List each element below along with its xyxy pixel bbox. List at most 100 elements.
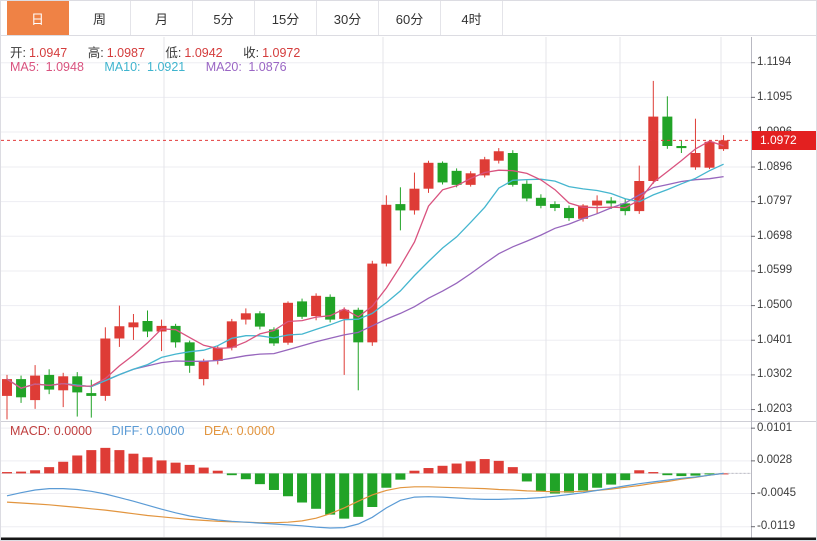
candle-up	[634, 181, 645, 212]
macd-bar-positive	[156, 460, 167, 474]
macd-bar-negative	[395, 473, 406, 480]
macd-bar-positive	[634, 470, 645, 474]
dea-value: 0.0000	[236, 424, 275, 438]
candle-down	[521, 183, 532, 199]
tab-15min[interactable]: 15分	[255, 1, 317, 35]
diff-label: DIFF:	[111, 424, 143, 438]
open-value: 1.0947	[28, 46, 68, 60]
macd-bar-positive	[493, 460, 504, 474]
macd-bar-negative	[662, 473, 673, 476]
ma-row: MA5: 1.0948 MA10: 1.0921 MA20: 1.0876	[10, 60, 304, 74]
macd-bar-positive	[2, 472, 12, 474]
timeframe-tabbar: 日周月 5分 15分 30分 60分 4时	[1, 1, 816, 36]
macd-bar-negative	[339, 473, 350, 519]
macd-header-row: MACD: 0.0000 DIFF: 0.0000 DEA: 0.0000	[10, 424, 291, 438]
macd-bar-positive	[198, 467, 209, 474]
macd-bar-negative	[690, 473, 701, 476]
ma10-line	[6, 163, 724, 389]
macd-bar-positive	[114, 450, 125, 474]
candle-down	[662, 116, 673, 146]
macd-bar-positive	[170, 462, 181, 474]
candle-up	[283, 302, 293, 343]
candle-up	[479, 159, 490, 176]
candle-down	[86, 393, 97, 396]
macd-bar-positive	[648, 472, 659, 474]
dea-label: DEA:	[203, 424, 234, 438]
candle-up	[381, 204, 392, 264]
candle-down	[676, 146, 687, 149]
candle-up	[648, 116, 659, 181]
high-label: 高:	[87, 46, 104, 60]
macd-bar-negative	[297, 473, 308, 503]
macd-bar-negative	[381, 473, 392, 488]
macd-bar-negative	[283, 473, 293, 497]
macd-label: MACD:	[10, 424, 51, 438]
candle-down	[170, 325, 181, 343]
macd-bar-positive	[465, 461, 476, 474]
candle-up	[30, 375, 41, 401]
candle-up	[423, 162, 434, 189]
macd-bar-negative	[676, 473, 687, 477]
candle-down	[451, 170, 462, 185]
macd-bar-positive	[184, 464, 195, 474]
macd-bar-negative	[620, 473, 631, 481]
candle-down	[353, 309, 364, 343]
candle-up	[718, 140, 729, 150]
candle-down	[507, 153, 518, 185]
candle-down	[44, 374, 55, 390]
low-value: 1.0942	[184, 46, 223, 60]
candle-up	[240, 313, 251, 320]
candle-down	[325, 296, 336, 320]
macd-bar-negative	[592, 473, 603, 488]
macd-bar-negative	[704, 473, 715, 475]
candle-up	[212, 347, 223, 361]
ma5-line	[6, 140, 724, 389]
candle-up	[493, 151, 504, 161]
macd-bar-negative	[564, 473, 574, 493]
ma10-value: 1.0921	[147, 60, 186, 74]
candle-down	[535, 197, 546, 206]
candle-up	[339, 309, 350, 319]
tab-week[interactable]: 周	[69, 1, 131, 35]
macd-bar-negative	[240, 473, 251, 480]
macd-bar-negative	[254, 473, 265, 485]
macd-bar-positive	[212, 470, 223, 474]
open-label: 开:	[10, 46, 26, 60]
diff-value: 0.0000	[146, 424, 185, 438]
candle-up	[100, 338, 111, 396]
ma20-label: MA20:	[205, 60, 242, 74]
macd-bar-positive	[128, 453, 139, 474]
candle-down	[437, 162, 448, 183]
candle-down	[549, 204, 560, 208]
tab-day[interactable]: 日	[7, 1, 69, 35]
candle-down	[72, 376, 83, 393]
macd-bar-positive	[86, 450, 97, 474]
tab-5min[interactable]: 5分	[193, 1, 255, 35]
candle-down	[254, 313, 265, 327]
macd-bar-negative	[226, 473, 237, 476]
macd-bar-negative	[311, 473, 322, 509]
macd-bar-negative	[549, 473, 560, 494]
ohlc-row: 开: 1.0947 高: 1.0987 低: 1.0942 收: 1.0972	[10, 42, 317, 61]
tab-4hour[interactable]: 4时	[441, 1, 503, 35]
candle-up	[2, 379, 12, 396]
candle-up	[198, 360, 209, 380]
tab-month[interactable]: 月	[131, 1, 193, 35]
ma20-value: 1.0876	[248, 60, 287, 74]
macd-bar-negative	[578, 473, 589, 491]
macd-value: 0.0000	[53, 424, 92, 438]
macd-bar-positive	[451, 463, 462, 474]
macd-bar-positive	[30, 470, 41, 474]
candle-up	[367, 263, 378, 343]
candle-down	[297, 301, 308, 317]
ma20-line	[6, 175, 724, 389]
tab-30min[interactable]: 30分	[317, 1, 379, 35]
candle-up	[128, 322, 139, 328]
candle-up	[114, 326, 125, 339]
tab-60min[interactable]: 60分	[379, 1, 441, 35]
bottom-border-bar	[1, 537, 816, 540]
macd-bar-negative	[367, 473, 378, 507]
macd-bar-positive	[409, 470, 420, 474]
